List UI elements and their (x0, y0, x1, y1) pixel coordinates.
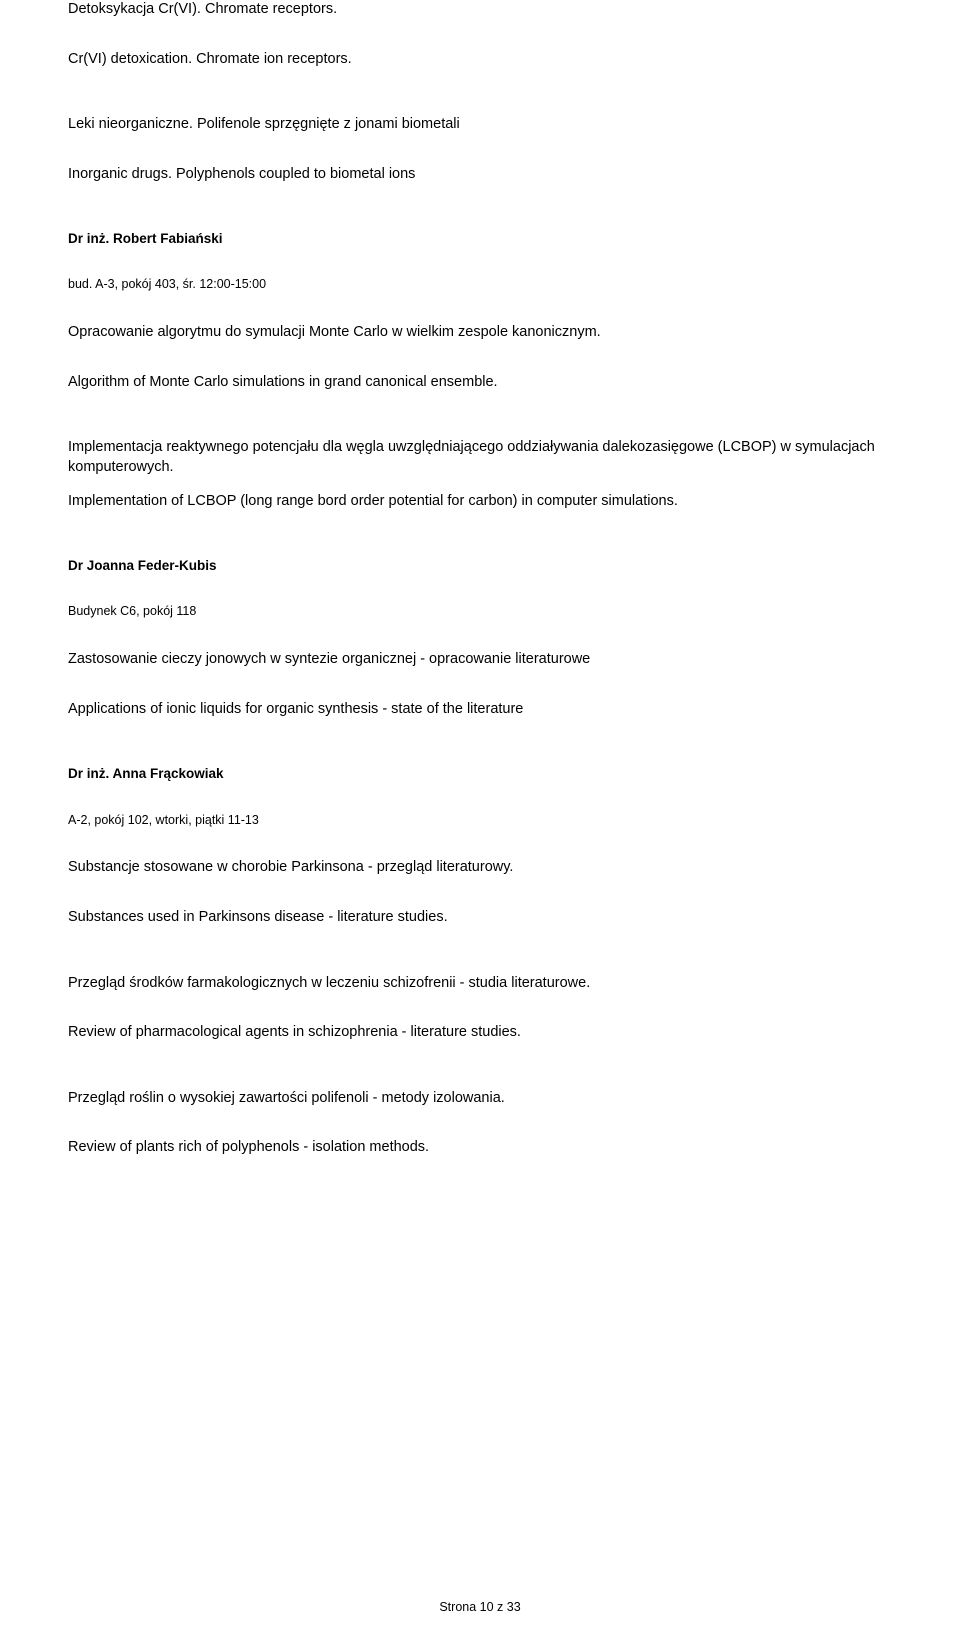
text-line: Detoksykacja Cr(VI). Chromate receptors. (68, 0, 892, 20)
text-line: Opracowanie algorytmu do symulacji Monte… (68, 323, 892, 343)
page-footer: Strona 10 z 33 (0, 1600, 960, 1614)
text-line: Substancje stosowane w chorobie Parkinso… (68, 858, 892, 878)
text-line: Przegląd roślin o wysokiej zawartości po… (68, 1089, 892, 1109)
document-page: Detoksykacja Cr(VI). Chromate receptors.… (0, 0, 960, 1652)
text-line: Review of plants rich of polyphenols - i… (68, 1138, 892, 1158)
location-info: Budynek C6, pokój 118 (68, 603, 892, 620)
text-line: Review of pharmacological agents in schi… (68, 1023, 892, 1043)
text-line: Implementation of LCBOP (long range bord… (68, 492, 892, 512)
location-info: A-2, pokój 102, wtorki, piątki 11-13 (68, 812, 892, 829)
text-line: Applications of ionic liquids for organi… (68, 700, 892, 720)
text-line: Przegląd środków farmakologicznych w lec… (68, 974, 892, 994)
person-name: Dr inż. Robert Fabiański (68, 230, 892, 248)
text-line: Substances used in Parkinsons disease - … (68, 908, 892, 928)
person-name: Dr inż. Anna Frąckowiak (68, 765, 892, 783)
location-info: bud. A-3, pokój 403, śr. 12:00-15:00 (68, 276, 892, 293)
text-line: Inorganic drugs. Polyphenols coupled to … (68, 165, 892, 185)
text-line: Zastosowanie cieczy jonowych w syntezie … (68, 650, 892, 670)
text-line: Implementacja reaktywnego potencjału dla… (68, 438, 892, 477)
person-name: Dr Joanna Feder-Kubis (68, 557, 892, 575)
text-line: Leki nieorganiczne. Polifenole sprzęgnię… (68, 115, 892, 135)
text-line: Cr(VI) detoxication. Chromate ion recept… (68, 50, 892, 70)
text-line: Algorithm of Monte Carlo simulations in … (68, 373, 892, 393)
